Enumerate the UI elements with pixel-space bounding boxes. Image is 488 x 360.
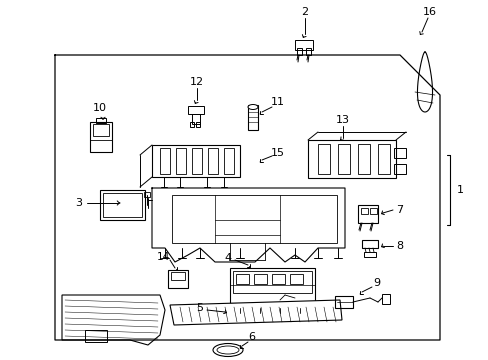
Text: 5: 5 [196,303,203,313]
Bar [271,274,285,284]
Text: 8: 8 [396,241,403,251]
Bar [187,106,203,114]
Text: 2: 2 [301,7,308,17]
Text: 4: 4 [224,253,231,263]
Text: 10: 10 [93,103,107,113]
Bar [85,330,107,342]
Text: 14: 14 [156,252,169,262]
Bar [377,144,389,174]
Bar [381,294,389,304]
Bar [289,274,303,284]
Bar [247,105,258,130]
Bar [305,48,310,55]
Text: 3: 3 [75,198,82,208]
Bar [337,144,349,174]
Bar [229,268,314,303]
Bar [361,240,377,248]
Ellipse shape [247,104,258,109]
Bar [103,193,142,217]
Bar [196,122,200,127]
Bar [393,164,405,174]
Bar [152,145,240,177]
Text: 12: 12 [189,77,203,87]
Bar [232,271,311,293]
Bar [369,208,376,214]
Bar [236,274,248,284]
Bar [363,252,375,257]
Bar [296,303,304,308]
Bar [237,303,244,308]
Bar [334,296,352,308]
Bar [96,118,106,123]
Ellipse shape [217,346,239,354]
Text: 1: 1 [456,185,463,195]
Bar [224,148,234,174]
Bar [100,190,145,220]
Text: 6: 6 [248,332,255,342]
Text: 9: 9 [373,278,380,288]
Ellipse shape [213,343,243,356]
Bar [294,40,312,50]
Bar [192,114,200,124]
Polygon shape [170,300,341,325]
Bar [357,144,369,174]
Bar [317,144,329,174]
Bar [176,148,185,174]
Bar [172,195,336,243]
Bar [93,124,109,136]
Bar [296,48,302,55]
Text: 15: 15 [270,148,285,158]
Bar [168,270,187,288]
Bar [393,148,405,158]
Bar [307,140,395,178]
Text: 11: 11 [270,97,285,107]
Bar [357,205,377,223]
Bar [253,274,266,284]
Text: 13: 13 [335,115,349,125]
Polygon shape [62,295,164,345]
Bar [192,148,202,174]
Text: 16: 16 [422,7,436,17]
Text: 7: 7 [396,205,403,215]
Bar [171,272,184,280]
Bar [207,148,218,174]
Bar [90,122,112,152]
Bar [257,303,264,308]
Bar [190,122,194,127]
Bar [143,192,150,197]
Bar [360,208,367,214]
Bar [276,303,284,308]
Bar [160,148,170,174]
